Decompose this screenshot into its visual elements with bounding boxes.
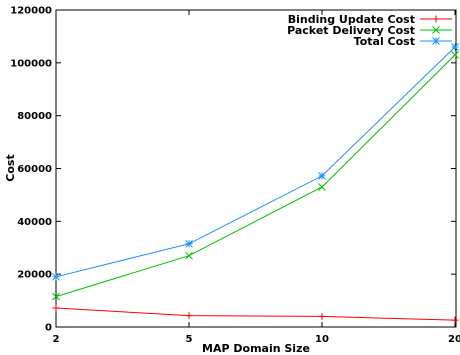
series-line <box>55 54 456 298</box>
y-axis-label: Cost <box>4 154 17 181</box>
legend-marker <box>432 15 440 23</box>
legend-marker <box>432 37 440 45</box>
x-tick-label: 5 <box>186 334 193 345</box>
legend-label: Packet Delivery Cost <box>287 24 415 37</box>
axis-ticks: 0 20000 40000 60000 80000 100000 120000 2 5 10 20 <box>10 6 460 346</box>
plot-frame <box>55 9 457 328</box>
data-point <box>52 304 60 312</box>
x-tick-label: 10 <box>315 334 329 345</box>
x-tick-label: 20 <box>448 334 460 345</box>
data-point <box>451 51 459 59</box>
y-tick-label: 0 <box>45 323 52 334</box>
data-point <box>451 43 459 51</box>
data-point <box>52 272 60 281</box>
y-tick-label: 20000 <box>17 270 52 281</box>
data-point <box>185 239 193 248</box>
series-line <box>55 307 456 321</box>
data-point <box>52 292 60 301</box>
y-tick-label: 40000 <box>17 217 52 228</box>
legend-label: Binding Update Cost <box>288 13 415 26</box>
data-series <box>52 43 459 324</box>
series-line <box>55 46 456 278</box>
y-tick-label: 120000 <box>10 6 52 17</box>
y-tick-label: 60000 <box>17 164 52 175</box>
data-point <box>451 316 459 324</box>
data-point <box>318 312 326 320</box>
x-axis-label: MAP Domain Size <box>202 342 310 355</box>
legend-marker <box>432 26 440 34</box>
data-point <box>185 251 193 260</box>
legend-label: Total Cost <box>354 35 415 48</box>
data-point <box>318 183 326 191</box>
data-point <box>318 172 326 180</box>
y-tick-label: 100000 <box>10 58 52 69</box>
y-tick-label: 80000 <box>17 111 52 122</box>
x-tick-label: 2 <box>53 334 60 345</box>
data-point <box>185 312 193 320</box>
